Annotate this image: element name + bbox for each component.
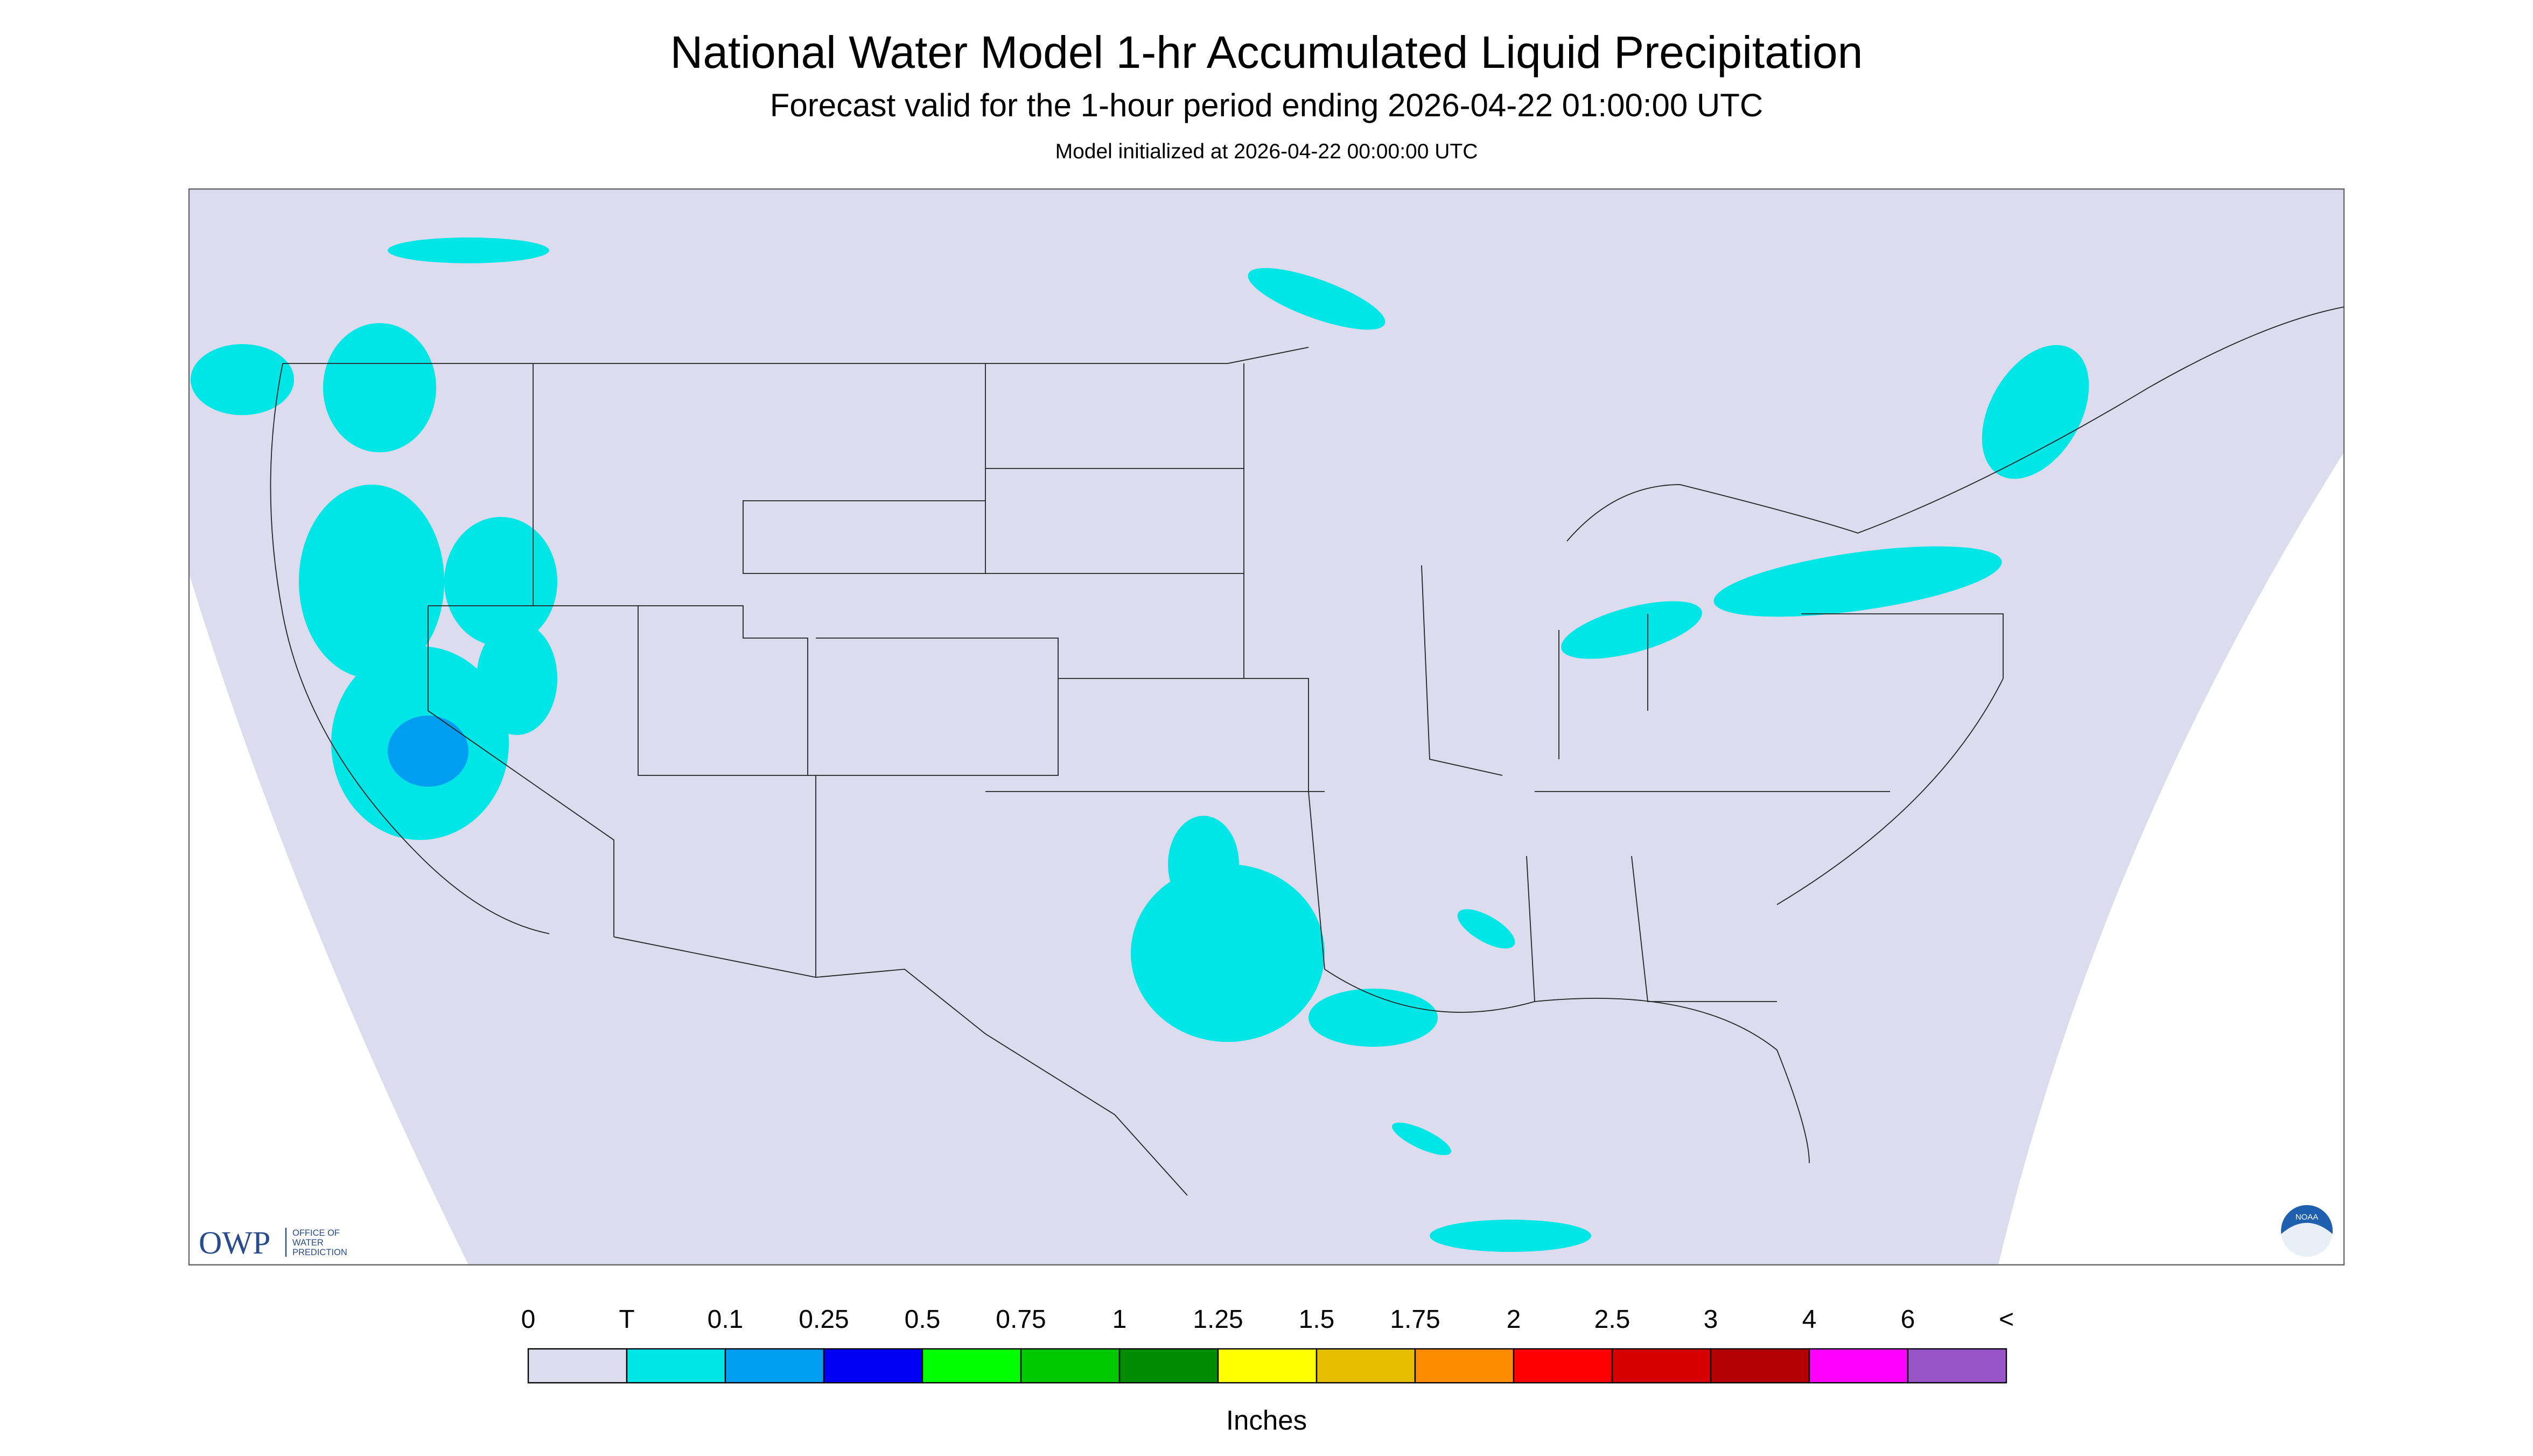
legend-swatch [1513,1348,1613,1384]
precip-area [323,323,436,453]
boundaries [270,306,2345,1196]
precip-area [1713,546,2002,617]
precip-area [1248,268,1386,330]
owp-logo-small: PREDICTION [292,1248,347,1257]
coastline [270,347,1309,934]
coast-border-lines [613,306,2345,1196]
legend-label: 2.5 [1594,1305,1631,1334]
legend-swatch [626,1348,726,1384]
precip-area [1131,864,1325,1042]
legend-swatch [1710,1348,1810,1384]
legend-swatch [1611,1348,1712,1384]
precip-area [477,622,557,736]
precip-area-heavy [388,716,468,787]
noaa-text: NOAA [2296,1213,2319,1222]
legend-label: 0.1 [708,1305,744,1334]
precip-area [1561,601,1702,659]
precip-area [299,485,444,679]
map-frame [188,188,2345,1266]
legend-swatch [1907,1348,2007,1384]
legend-label: 0.75 [996,1305,1046,1334]
legend-label: 0.25 [799,1305,849,1334]
legend-label: 1.5 [1299,1305,1335,1334]
legend-label: 1.25 [1193,1305,1243,1334]
legend-swatch [527,1348,628,1384]
legend-label: 4 [1802,1305,1817,1334]
precip-area [1457,909,1515,949]
legend-unit: Inches [1226,1405,1307,1436]
precip-area [1309,989,1438,1047]
legend-swatch [1118,1348,1219,1384]
legend-swatch [823,1348,923,1384]
precip-area [1392,1122,1451,1156]
legend-swatch [1414,1348,1515,1384]
owp-logo-small: WATER [292,1238,324,1248]
precip-area [1430,1220,1591,1252]
legend-swatch [724,1348,825,1384]
owp-logo: OWP OFFICE OF WATER PREDICTION [199,1225,347,1261]
legend: Inches 0 T 0.1 0.25 0.5 0.75 1 1.25 1.5 1.75 2 2.5 3… [521,1305,2014,1436]
legend-swatch [921,1348,1022,1384]
legend-label: 3 [1704,1305,1718,1334]
precip-area [1168,816,1239,913]
owp-logo-text: OWP [199,1225,270,1261]
legend-label: 2 [1507,1305,1521,1334]
legend-label: 6 [1901,1305,1915,1334]
precipitation [191,237,2089,1252]
projection-domain [189,189,2344,1265]
legend-swatch [1217,1348,1318,1384]
map-area: OWP OFFICE OF WATER PREDICTION NOAA [188,188,2345,1266]
legend-label: 0.5 [905,1305,941,1334]
init-time: Model initialized at 2026-04-22 00:00:00… [1055,140,1478,163]
legend-swatch [1808,1348,1909,1384]
noaa-logo: NOAA [2281,1205,2333,1261]
precip-area [1982,345,2089,479]
owp-logo-small: OFFICE OF [292,1228,340,1238]
subtitle: Forecast valid for the 1-hour period end… [770,87,1763,123]
legend-label: 0 [521,1305,536,1334]
legend-swatch [1316,1348,1416,1384]
precip-area [191,344,294,416]
precip-area [388,237,549,264]
legend-label: < [1999,1305,2014,1334]
legend-label: 1.75 [1390,1305,1440,1334]
precip-area [444,517,557,647]
legend-label: T [619,1305,634,1334]
legend-swatch [1020,1348,1121,1384]
legend-label: 1 [1112,1305,1127,1334]
noaa-wave [2281,1223,2333,1261]
title: National Water Model 1-hr Accumulated Li… [670,27,1863,78]
